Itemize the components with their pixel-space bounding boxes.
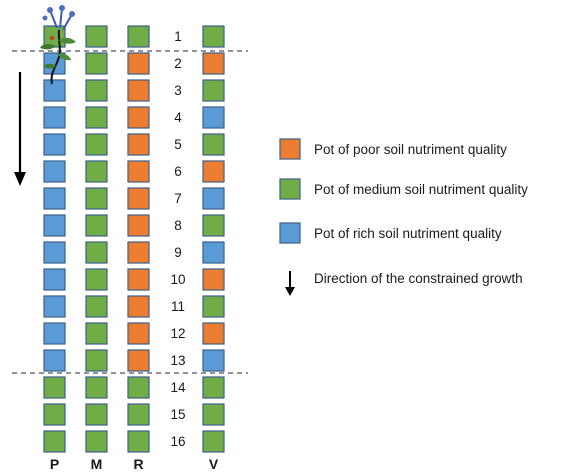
- pot-p-6: [43, 160, 66, 183]
- pot-v-12: [202, 322, 225, 345]
- pot-v-7: [202, 187, 225, 210]
- down-arrow-icon: [14, 72, 26, 186]
- legend-label: Direction of the constrained growth: [314, 271, 523, 286]
- pot-p-12: [43, 322, 66, 345]
- pot-m-8: [85, 214, 108, 237]
- row-number: 16: [170, 434, 185, 449]
- pot-m-1: [85, 25, 108, 48]
- pot-p-15: [43, 403, 66, 426]
- pot-r-12: [127, 322, 150, 345]
- pot-v-13: [202, 349, 225, 372]
- pot-p-14: [43, 376, 66, 399]
- row-number: 1: [174, 29, 182, 44]
- pot-r-16: [127, 430, 150, 453]
- pot-r-14: [127, 376, 150, 399]
- pot-v-14: [202, 376, 225, 399]
- pot-v-11: [202, 295, 225, 318]
- row-number: 9: [174, 245, 182, 260]
- pot-p-4: [43, 106, 66, 129]
- pot-v-2: [202, 52, 225, 75]
- legend: Pot of poor soil nutriment quality Pot of…: [279, 138, 528, 296]
- column-label-r: R: [133, 456, 143, 472]
- pot-p-9: [43, 241, 66, 264]
- legend-label: Pot of medium soil nutriment quality: [314, 182, 528, 197]
- pot-r-3: [127, 79, 150, 102]
- row-number: 10: [170, 272, 185, 287]
- row-number: 12: [170, 326, 185, 341]
- row-number: 13: [170, 353, 185, 368]
- pot-m-15: [85, 403, 108, 426]
- row-number: 4: [174, 110, 182, 125]
- pot-r-5: [127, 133, 150, 156]
- row-number: 2: [174, 56, 182, 71]
- pot-r-8: [127, 214, 150, 237]
- pot-m-11: [85, 295, 108, 318]
- pot-v-3: [202, 79, 225, 102]
- pot-r-6: [127, 160, 150, 183]
- pot-v-1: [202, 25, 225, 48]
- pot-r-11: [127, 295, 150, 318]
- column-label-v: V: [209, 456, 219, 472]
- pot-v-10: [202, 268, 225, 291]
- pot-r-13: [127, 349, 150, 372]
- pot-p-11: [43, 295, 66, 318]
- pot-m-13: [85, 349, 108, 372]
- pot-r-7: [127, 187, 150, 210]
- pot-v-5: [202, 133, 225, 156]
- pot-r-2: [127, 52, 150, 75]
- pot-p-13: [43, 349, 66, 372]
- pot-m-10: [85, 268, 108, 291]
- pot-r-15: [127, 403, 150, 426]
- legend-swatch-poor: [279, 138, 301, 160]
- row-number: 3: [174, 83, 182, 98]
- row-number: 11: [171, 299, 185, 314]
- column-label-p: P: [50, 456, 59, 472]
- pot-m-3: [85, 79, 108, 102]
- pot-v-9: [202, 241, 225, 264]
- row-number: 15: [170, 407, 185, 422]
- legend-label: Pot of poor soil nutriment quality: [314, 142, 507, 157]
- pot-m-12: [85, 322, 108, 345]
- pot-r-9: [127, 241, 150, 264]
- row-number: 14: [170, 380, 186, 395]
- pot-p-5: [43, 133, 66, 156]
- pot-m-5: [85, 133, 108, 156]
- pot-v-8: [202, 214, 225, 237]
- plant-icon: [40, 5, 76, 85]
- pot-m-2: [85, 52, 108, 75]
- row-number: 7: [174, 191, 182, 206]
- pot-v-6: [202, 160, 225, 183]
- pot-m-7: [85, 187, 108, 210]
- legend-swatch-medium: [279, 178, 301, 200]
- pot-p-16: [43, 430, 66, 453]
- pot-p-7: [43, 187, 66, 210]
- pot-p-3: [43, 79, 66, 102]
- row-number: 5: [174, 137, 182, 152]
- pot-m-9: [85, 241, 108, 264]
- pot-r-1: [127, 25, 150, 48]
- pot-p-8: [43, 214, 66, 237]
- legend-label: Pot of rich soil nutriment quality: [314, 226, 502, 241]
- column-label-m: M: [91, 456, 103, 472]
- pot-r-4: [127, 106, 150, 129]
- pot-m-4: [85, 106, 108, 129]
- row-number: 8: [174, 218, 182, 233]
- pot-m-6: [85, 160, 108, 183]
- pot-v-16: [202, 430, 225, 453]
- pot-r-10: [127, 268, 150, 291]
- pot-v-15: [202, 403, 225, 426]
- pot-v-4: [202, 106, 225, 129]
- pot-p-2: [43, 52, 66, 75]
- pot-m-16: [85, 430, 108, 453]
- pot-grid: [43, 25, 225, 453]
- legend-swatch-rich: [279, 222, 301, 244]
- row-number: 6: [174, 164, 182, 179]
- pot-m-14: [85, 376, 108, 399]
- pot-p-10: [43, 268, 66, 291]
- down-arrow-icon: [285, 271, 295, 296]
